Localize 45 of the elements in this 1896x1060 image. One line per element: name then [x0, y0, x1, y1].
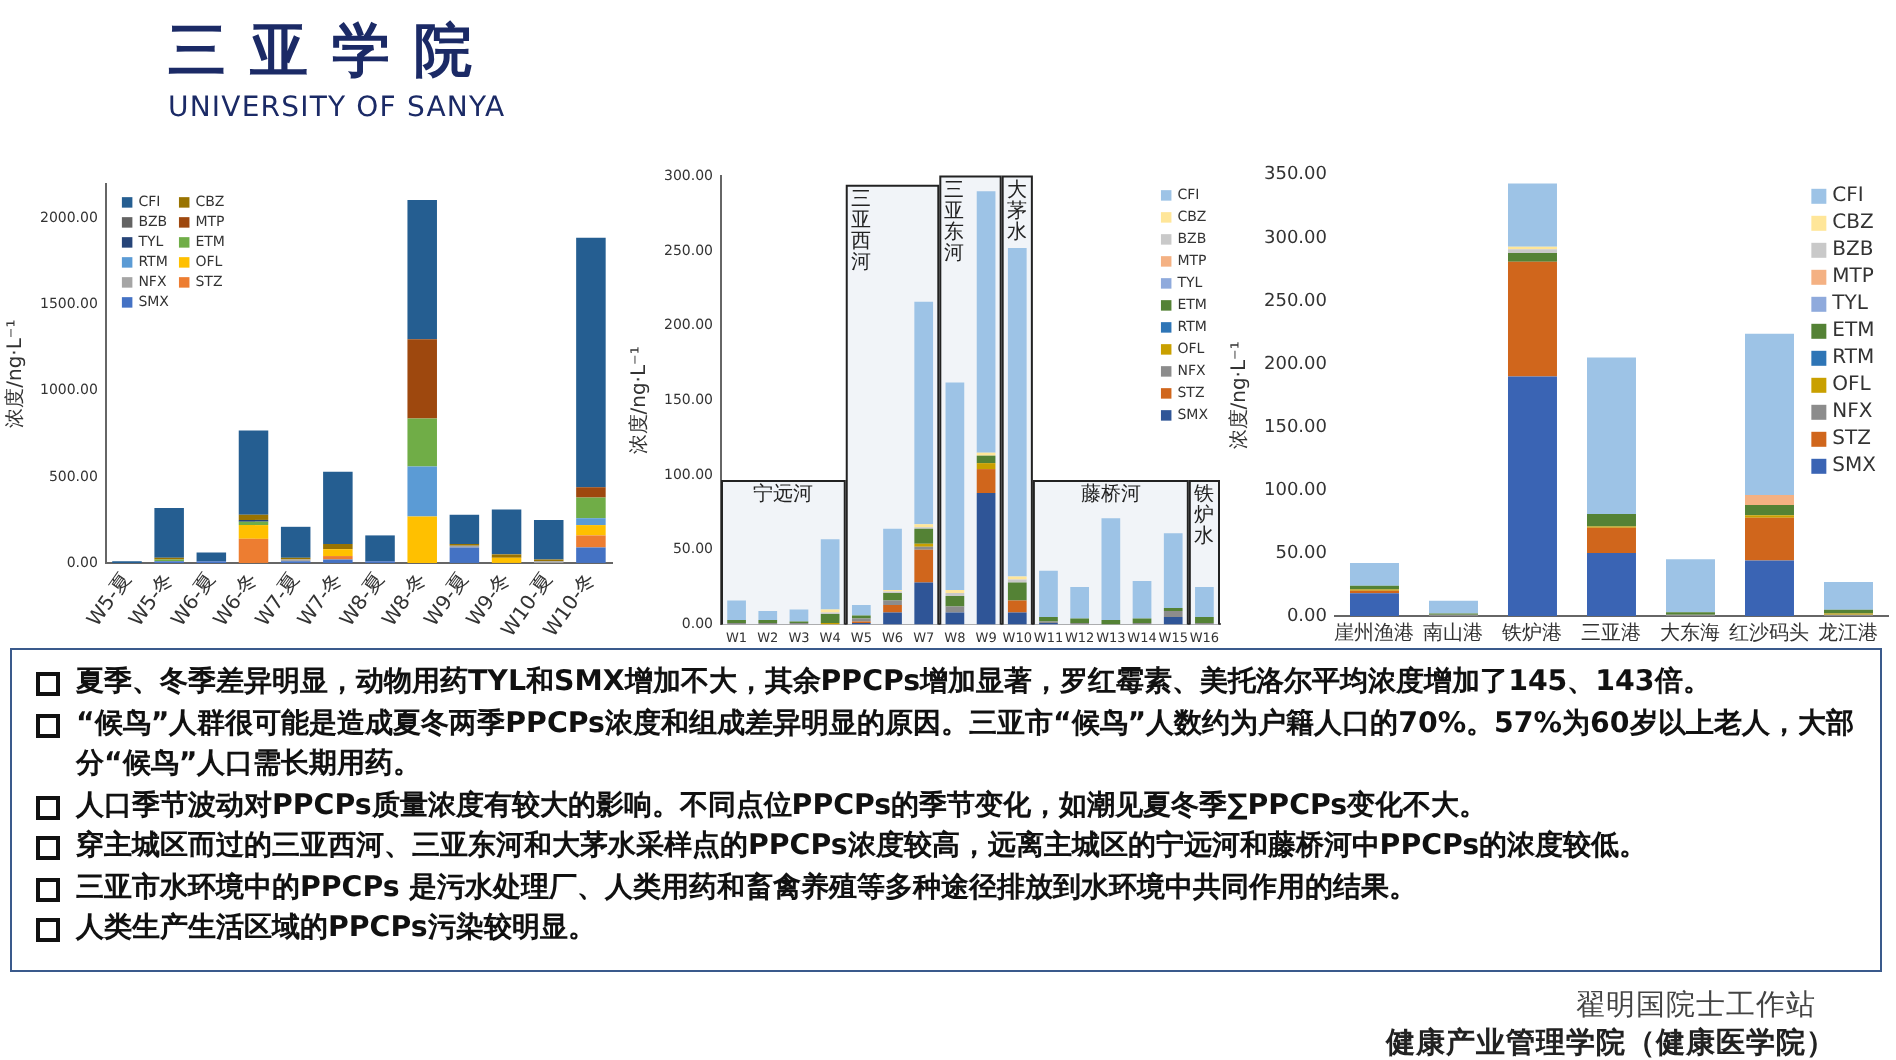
band-label: 藤桥河	[1080, 482, 1141, 507]
y-tick-label: 250.00	[1263, 291, 1328, 312]
legend-label: TYL	[1830, 293, 1869, 316]
legend-label: CBZ	[1832, 212, 1875, 235]
text: 健康产业管理学院（健康医学院）	[1386, 1025, 1836, 1060]
y-tick-label: 300.00	[1263, 228, 1328, 249]
y-axis-title: 浓度/ng·L⁻¹	[3, 319, 28, 428]
band-label: 铁炉水	[1191, 482, 1214, 549]
legend-label: NFX	[1832, 401, 1873, 424]
x-tick-label: 大东海	[1660, 621, 1721, 646]
text: 人类生产生活区域的PPCPs污染较明显。	[76, 912, 596, 944]
legend-label: ETM	[1832, 320, 1875, 343]
y-tick-label: 50.00	[1275, 543, 1328, 564]
y-tick-label: 200.00	[1263, 354, 1328, 375]
legend-label: SMX	[1832, 455, 1877, 478]
x-tick-label: 南山港	[1423, 621, 1484, 646]
y-tick-label: 150.00	[1263, 417, 1328, 438]
x-tick-label: 铁炉港	[1500, 621, 1563, 646]
text: 穿主城区而过的三亚西河、三亚东河和大茅水采样点的PPCPs浓度较高，远离主城区的宁远河和藤桥河中PPCPs的浓度较低。	[76, 830, 1648, 862]
x-tick-label: 龙江港	[1818, 621, 1879, 646]
y-tick-label: 0.00	[1286, 606, 1328, 627]
text: 翟明国院士工作站	[1576, 988, 1816, 1024]
band-label: 三亚西河	[850, 189, 871, 275]
band-label: 大茅水	[1006, 177, 1027, 244]
legend-label: CFI	[1832, 185, 1864, 208]
legend-label: MTP	[1832, 266, 1874, 289]
x-tick-label: 崖州渔港	[1334, 621, 1415, 646]
band-label: 三亚东河	[944, 179, 965, 265]
y-tick-label: 350.00	[1263, 165, 1328, 186]
x-tick-label: 红沙码头	[1729, 621, 1810, 646]
legend-label: RTM	[1832, 347, 1875, 370]
legend-label: BZB	[1832, 239, 1874, 262]
band-label: 宁远河	[753, 482, 814, 507]
legend-label: STZ	[1832, 428, 1872, 451]
text: 夏季、冬季差异明显，动物用药TYL和SMX增加不大，其余PPCPs增加显著，罗红霉素、美托洛尔平均浓度增加了145、143倍。	[76, 666, 1711, 698]
text: UNIVERSITY OF SANYA	[168, 92, 506, 124]
text: 三亚学院	[168, 14, 496, 88]
text: “候鸟”人群很可能是造成夏冬两季PPCPs浓度和组成差异明显的原因。三亚市“候鸟”人数约为户籍人口的70%。57%为60岁以上老人，大部分“候鸟”人口需长期用药。	[76, 707, 1854, 780]
legend-label: OFL	[1832, 374, 1872, 397]
text: 三亚市水环境中的PPCPs 是污水处理厂、人类用药和畜禽养殖等多种途径排放到水环境中共同作用的结果。	[76, 871, 1418, 903]
y-axis-title: 浓度/ng·L⁻¹	[627, 346, 652, 455]
y-tick-label: 100.00	[1263, 480, 1328, 501]
x-tick-label: 三亚港	[1581, 621, 1642, 646]
text: 人口季节波动对PPCPs质量浓度有较大的影响。不同点位PPCPs的季节变化，如潮见夏冬季∑PPCPs变化不大。	[76, 789, 1488, 821]
y-axis-title: 浓度/ng·L⁻¹	[1227, 341, 1252, 450]
